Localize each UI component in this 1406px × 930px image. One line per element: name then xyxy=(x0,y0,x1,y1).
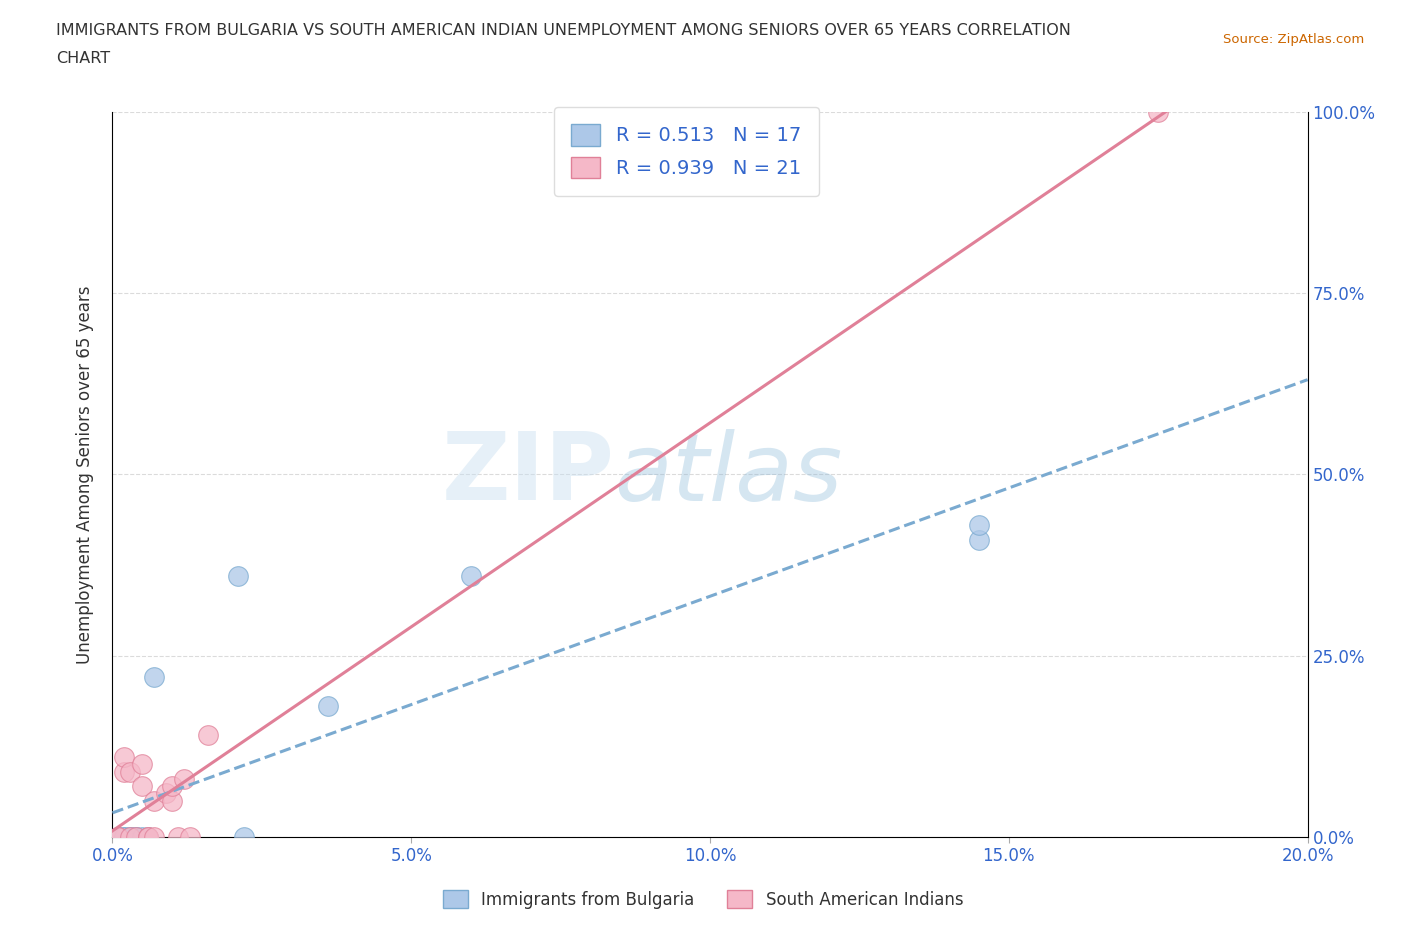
Point xyxy=(197,728,219,743)
Point xyxy=(131,778,153,793)
Point xyxy=(131,830,153,844)
Point xyxy=(1147,104,1170,119)
Point xyxy=(114,764,135,779)
Point xyxy=(120,830,142,844)
Point xyxy=(125,830,148,844)
Text: IMMIGRANTS FROM BULGARIA VS SOUTH AMERICAN INDIAN UNEMPLOYMENT AMONG SENIORS OVE: IMMIGRANTS FROM BULGARIA VS SOUTH AMERIC… xyxy=(56,23,1071,38)
Point xyxy=(120,764,142,779)
Point xyxy=(233,830,256,844)
Text: CHART: CHART xyxy=(56,51,110,66)
Y-axis label: Unemployment Among Seniors over 65 years: Unemployment Among Seniors over 65 years xyxy=(76,286,94,663)
Point xyxy=(138,830,160,844)
Point xyxy=(107,830,129,844)
Text: atlas: atlas xyxy=(614,429,842,520)
Point xyxy=(143,793,166,808)
Point xyxy=(114,750,135,764)
Point xyxy=(143,670,166,684)
Point xyxy=(143,830,166,844)
Point xyxy=(120,830,142,844)
Point xyxy=(138,830,160,844)
Point xyxy=(460,568,482,583)
Point xyxy=(967,532,990,547)
Point xyxy=(138,830,160,844)
Point xyxy=(316,699,339,714)
Point xyxy=(131,757,153,772)
Point xyxy=(179,830,201,844)
Point xyxy=(173,772,195,787)
Point xyxy=(162,778,183,793)
Point xyxy=(125,830,148,844)
Point xyxy=(107,830,129,844)
Point xyxy=(155,786,177,801)
Point xyxy=(114,830,135,844)
Point xyxy=(107,830,129,844)
Point xyxy=(107,830,129,844)
Legend: R = 0.513   N = 17, R = 0.939   N = 21: R = 0.513 N = 17, R = 0.939 N = 21 xyxy=(554,107,818,196)
Legend: Immigrants from Bulgaria, South American Indians: Immigrants from Bulgaria, South American… xyxy=(434,882,972,917)
Point xyxy=(125,830,148,844)
Point xyxy=(967,518,990,533)
Point xyxy=(162,793,183,808)
Point xyxy=(120,830,142,844)
Point xyxy=(114,830,135,844)
Point xyxy=(167,830,190,844)
Point xyxy=(226,568,249,583)
Text: Source: ZipAtlas.com: Source: ZipAtlas.com xyxy=(1223,33,1364,46)
Text: ZIP: ZIP xyxy=(441,429,614,520)
